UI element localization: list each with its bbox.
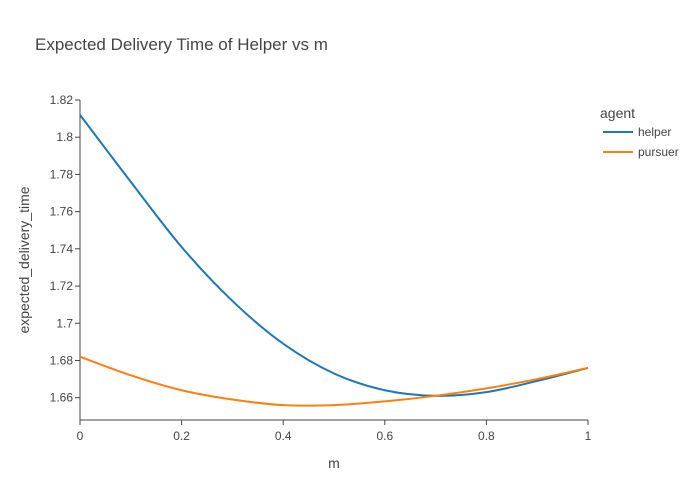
y-tick-label: 1.8 bbox=[56, 130, 73, 144]
y-tick-label: 1.68 bbox=[50, 353, 74, 367]
y-tick-label: 1.7 bbox=[56, 316, 73, 330]
x-tick-label: 0.8 bbox=[478, 429, 495, 443]
x-axis-label: m bbox=[328, 455, 340, 471]
y-axis-label: expected_delivery_time bbox=[16, 186, 32, 333]
y-tick-label: 1.66 bbox=[50, 391, 74, 405]
x-tick-label: 0 bbox=[77, 429, 84, 443]
chart-title: Expected Delivery Time of Helper vs m bbox=[35, 35, 328, 54]
legend-title: agent bbox=[600, 105, 635, 121]
series-line-pursuer[interactable] bbox=[79, 355, 589, 407]
legend[interactable]: agent helper pursuer bbox=[600, 105, 679, 159]
y-axis: 1.66 1.68 1.7 1.72 1.74 1.76 1.78 1.8 1.82 bbox=[50, 93, 81, 420]
legend-item-pursuer[interactable]: pursuer bbox=[603, 145, 679, 159]
y-tick-label: 1.82 bbox=[50, 93, 74, 107]
plot-area bbox=[79, 114, 589, 407]
y-tick-label: 1.76 bbox=[50, 205, 74, 219]
y-tick-label: 1.72 bbox=[50, 279, 74, 293]
x-tick-label: 0.6 bbox=[376, 429, 393, 443]
x-tick-label: 1 bbox=[585, 429, 592, 443]
legend-item-helper[interactable]: helper bbox=[603, 125, 671, 139]
y-tick-label: 1.78 bbox=[50, 167, 74, 181]
series-line-helper[interactable] bbox=[79, 114, 589, 397]
legend-label: helper bbox=[638, 125, 671, 139]
x-tick-label: 0.4 bbox=[275, 429, 292, 443]
x-axis: 0 0.2 0.4 0.6 0.8 1 bbox=[77, 419, 592, 443]
x-tick-label: 0.2 bbox=[173, 429, 190, 443]
y-tick-label: 1.74 bbox=[50, 242, 74, 256]
legend-label: pursuer bbox=[638, 145, 679, 159]
